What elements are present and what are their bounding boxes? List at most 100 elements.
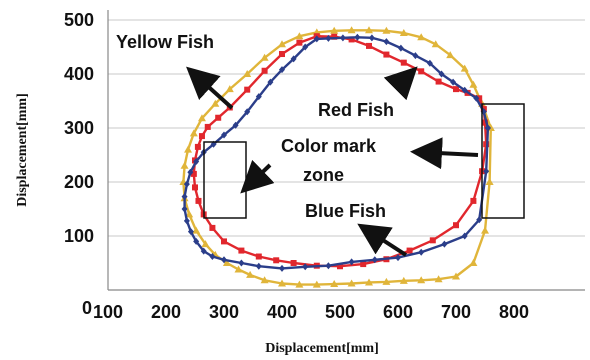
color-mark-zone-right — [481, 103, 525, 219]
point-blue-fish-13 — [325, 34, 332, 42]
label-red-fish: Red Fish — [318, 100, 394, 120]
series-blue-fish — [181, 33, 491, 272]
arrow-color-zone-right — [410, 137, 479, 170]
point-yellow-fish-3 — [460, 64, 469, 72]
point-blue-fish-44 — [418, 248, 425, 256]
point-blue-fish-10 — [368, 34, 375, 42]
origin-label: 0 — [82, 298, 92, 318]
point-blue-fish-8 — [397, 44, 404, 52]
point-red-fish-23 — [190, 170, 197, 177]
point-yellow-fish-13 — [295, 32, 304, 40]
point-blue-fish-12 — [339, 34, 346, 42]
point-yellow-fish-42 — [434, 275, 443, 283]
point-red-fish-39 — [453, 222, 459, 229]
point-yellow-fish-16 — [243, 70, 252, 77]
point-blue-fish-5 — [438, 70, 445, 78]
point-yellow-fish-4 — [446, 51, 455, 59]
point-red-fish-28 — [221, 238, 227, 245]
point-blue-fish-27 — [183, 180, 190, 188]
point-blue-fish-28 — [181, 193, 188, 201]
x-tick-300: 300 — [209, 302, 239, 322]
y-tick-labels: 100 200 300 400 500 — [64, 10, 94, 246]
point-red-fish-30 — [255, 253, 262, 260]
callout-arrows — [186, 66, 479, 257]
point-yellow-fish-9 — [365, 26, 373, 34]
point-red-fish-7 — [400, 59, 407, 66]
point-red-fish-24 — [192, 184, 198, 191]
point-yellow-fish-18 — [211, 99, 220, 107]
point-blue-fish-42 — [371, 256, 378, 264]
point-yellow-fish-43 — [452, 272, 460, 280]
point-blue-fish-47 — [476, 216, 483, 224]
point-red-fish-35 — [360, 261, 367, 268]
x-tick-100: 100 — [93, 302, 123, 322]
point-blue-fish-26 — [187, 168, 194, 176]
point-yellow-fish-26 — [192, 226, 201, 234]
point-blue-fish-11 — [354, 33, 361, 41]
point-blue-fish-21 — [232, 121, 239, 129]
point-yellow-fish-25 — [185, 210, 194, 218]
point-blue-fish-22 — [221, 131, 227, 139]
point-red-fish-8 — [383, 51, 390, 58]
point-blue-fish-16 — [290, 55, 297, 63]
point-blue-fish-38 — [279, 264, 285, 272]
series-layer — [179, 26, 495, 288]
point-yellow-fish-2 — [469, 80, 478, 88]
point-red-fish-15 — [261, 67, 268, 74]
series-yellow-fish — [179, 26, 495, 288]
point-blue-fish-35 — [221, 256, 227, 264]
point-red-fish-32 — [290, 260, 297, 266]
point-red-fish-9 — [366, 42, 372, 49]
label-color-mark: Color mark — [281, 136, 377, 156]
point-yellow-fish-27 — [201, 240, 210, 248]
point-yellow-fish-41 — [417, 276, 426, 284]
y-tick-300: 300 — [64, 118, 94, 138]
point-yellow-fish-29 — [222, 259, 231, 266]
point-yellow-fish-30 — [234, 265, 243, 273]
point-red-fish-25 — [195, 197, 202, 204]
point-blue-fish-4 — [450, 78, 457, 86]
point-yellow-fish-36 — [330, 280, 339, 288]
arrow-yellow-fish — [186, 66, 234, 110]
point-yellow-fish-17 — [225, 85, 234, 93]
point-yellow-fish-37 — [347, 279, 356, 287]
point-yellow-fish-20 — [189, 129, 198, 137]
point-blue-fish-45 — [441, 240, 448, 248]
point-red-fish-31 — [273, 257, 280, 264]
point-blue-fish-32 — [193, 237, 200, 245]
point-red-fish-11 — [331, 33, 338, 40]
point-blue-fish-18 — [267, 78, 274, 86]
point-yellow-fish-32 — [260, 276, 269, 284]
point-blue-fish-15 — [302, 43, 309, 51]
point-red-fish-5 — [435, 78, 442, 85]
point-blue-fish-17 — [279, 66, 285, 74]
point-blue-fish-37 — [255, 262, 262, 270]
y-tick-200: 200 — [64, 172, 94, 192]
point-yellow-fish-5 — [431, 40, 440, 48]
point-yellow-fish-44 — [469, 259, 478, 266]
point-yellow-fish-34 — [295, 280, 304, 288]
point-red-fish-14 — [279, 51, 285, 58]
point-yellow-fish-21 — [184, 145, 193, 153]
point-yellow-fish-40 — [399, 276, 408, 284]
x-axis-title: Displacement[mm] — [265, 341, 379, 356]
arrow-red-fish — [383, 66, 418, 101]
arrow-color-zone-left — [240, 159, 275, 194]
point-yellow-fish-15 — [260, 53, 269, 61]
point-blue-fish-2 — [473, 94, 480, 102]
x-tick-labels: 100 200 300 400 500 600 700 800 — [93, 302, 529, 322]
point-red-fish-29 — [238, 247, 245, 254]
point-blue-fish-7 — [412, 52, 419, 60]
point-yellow-fish-7 — [399, 28, 408, 36]
point-blue-fish-34 — [209, 253, 216, 261]
label-blue-fish: Blue Fish — [305, 201, 386, 221]
point-red-fish-37 — [406, 247, 413, 254]
point-blue-fish-14 — [313, 35, 320, 43]
point-blue-fish-31 — [187, 228, 194, 236]
point-yellow-fish-46 — [485, 178, 494, 185]
point-blue-fish-33 — [200, 247, 207, 255]
point-yellow-fish-31 — [246, 270, 255, 278]
y-axis-title: Displacement[mm] — [15, 93, 30, 207]
point-blue-fish-25 — [193, 157, 200, 165]
